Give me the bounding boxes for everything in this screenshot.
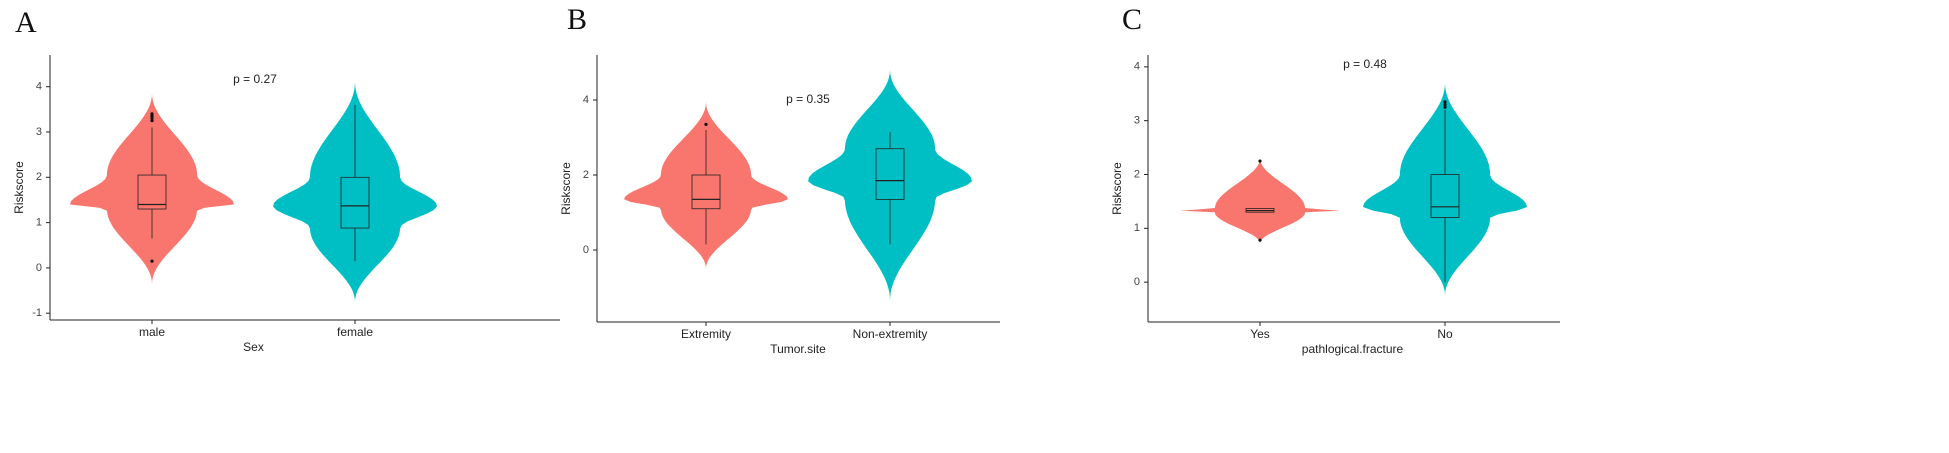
box (137, 174, 167, 210)
y-tick-label: 3 (36, 126, 42, 138)
outlier (1258, 238, 1262, 242)
y-tick-label: 1 (1134, 222, 1140, 234)
x-tick-label: female (337, 325, 373, 339)
y-axis-title: Riskscore (1110, 162, 1124, 215)
x-tick-label: Non-extremity (853, 327, 928, 341)
violin (1179, 158, 1341, 244)
x-tick-label: No (1437, 327, 1453, 341)
y-tick-label: 2 (36, 171, 42, 183)
x-tick-label: Extremity (681, 327, 731, 341)
panel-label: A (15, 6, 37, 39)
outlier (150, 116, 154, 121)
outlier (150, 114, 154, 118)
outlier (1443, 105, 1447, 109)
panel-label: B (567, 3, 587, 36)
box (340, 176, 370, 229)
box (1430, 174, 1460, 218)
y-axis-title: Riskscore (12, 161, 26, 214)
y-tick-label: 4 (36, 81, 42, 93)
outlier (1443, 102, 1447, 107)
outlier (1443, 100, 1447, 104)
y-tick-label: 1 (36, 217, 42, 229)
y-tick-label: 2 (583, 169, 589, 181)
annotation: p = 0.27 (233, 72, 277, 86)
y-axis-title: Riskscore (559, 162, 573, 215)
x-axis-title: pathlogical.fracture (1302, 342, 1404, 356)
x-axis-title: Sex (243, 340, 264, 354)
x-tick-label: Yes (1250, 327, 1270, 341)
box (691, 174, 721, 210)
outlier (150, 259, 154, 263)
x-axis-title: Tumor.site (770, 342, 826, 356)
outlier (1258, 159, 1262, 163)
x-tick-label: male (139, 325, 165, 339)
annotation: p = 0.48 (1343, 57, 1387, 71)
panel-label: C (1122, 3, 1142, 36)
y-tick-label: 4 (1134, 61, 1140, 73)
y-tick-label: -1 (32, 307, 42, 319)
y-tick-label: 4 (583, 94, 589, 106)
annotation: p = 0.35 (786, 92, 830, 106)
y-tick-label: 0 (36, 262, 42, 274)
box (875, 148, 905, 200)
outlier (150, 119, 154, 123)
y-tick-label: 2 (1134, 168, 1140, 180)
y-tick-label: 3 (1134, 115, 1140, 127)
y-tick-label: 0 (1134, 276, 1140, 288)
outlier (150, 112, 154, 116)
y-tick-label: 0 (583, 244, 589, 256)
outlier (704, 122, 708, 126)
